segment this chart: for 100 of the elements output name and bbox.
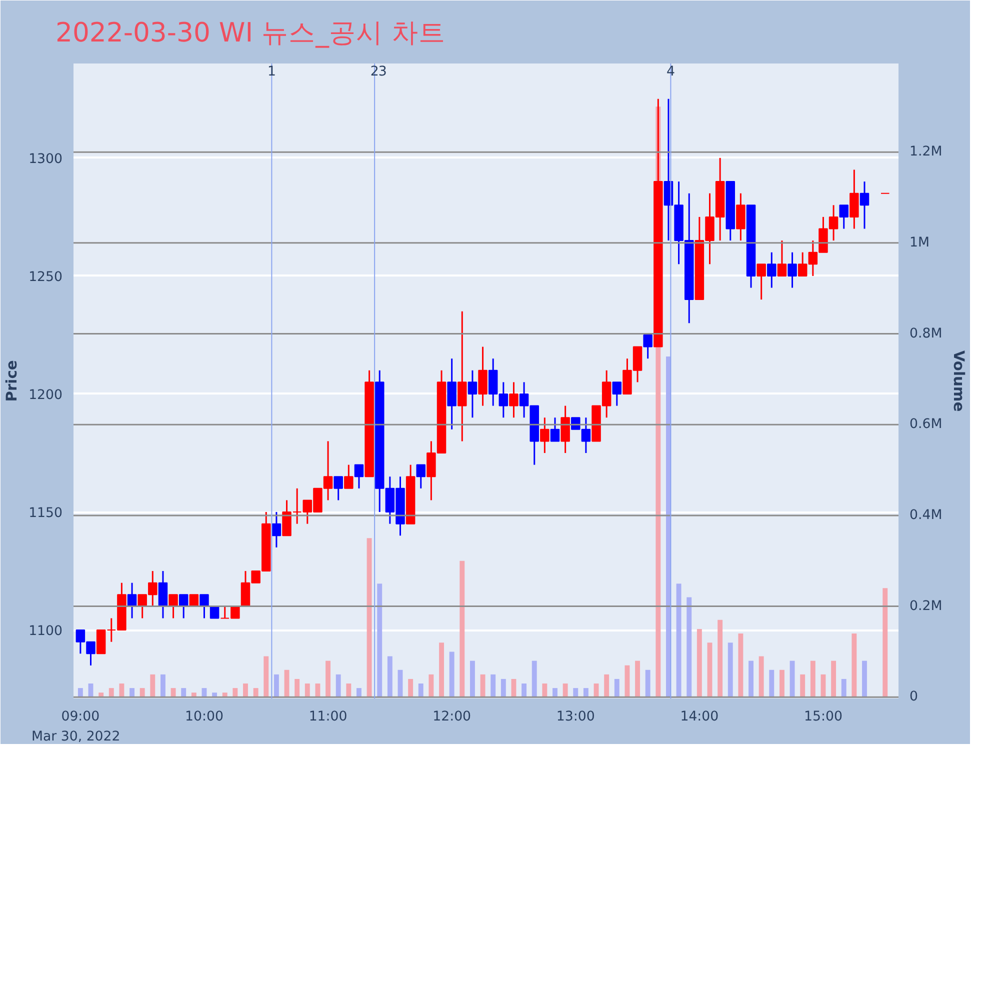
bar [78,688,83,698]
x-tick-label: 15:00 [804,710,842,724]
candlestick [643,334,652,360]
bar [449,652,454,698]
bar [408,678,414,698]
bar [810,660,816,698]
chart-title: 2022-03-30 WI 뉴스_공시 차트 [56,18,446,48]
bar [542,684,548,698]
bar [480,674,486,698]
bar [882,588,888,698]
y-axis-title: Price [4,360,21,402]
candlestick [447,358,456,430]
candlestick [200,594,209,619]
bar [738,634,744,698]
bar [356,688,362,698]
candlestick [756,263,766,300]
bar [304,684,310,698]
y2-tick-label: 1.2M [910,144,942,160]
candlestick [158,570,168,619]
candlestick [540,416,550,454]
bar [676,584,682,698]
bar [758,656,764,698]
y2-tick-label: 0.2M [910,598,942,614]
bar [522,684,527,698]
y2-tick-label: 1M [910,235,930,250]
candlestick [458,310,467,442]
y2-tick-label: 0.4M [910,508,942,523]
x-tick-label: 13:00 [556,710,595,724]
bar [294,678,300,698]
bar [490,674,496,698]
candlestick [860,180,870,230]
bar [686,597,692,698]
y-tick-label: 1250 [28,270,63,285]
candlestick [272,511,282,548]
annotation: 3 [378,64,387,80]
annotation: 4 [666,64,675,80]
bar [852,634,857,698]
y2-tick-label: 0.8M [910,326,942,342]
y-tick-label: 1100 [28,624,63,640]
candlestick [736,192,746,242]
bar [274,674,279,698]
candlestick [468,370,478,418]
bar [346,684,352,698]
y2-axis-title: Volume [950,350,968,412]
bar [841,678,846,698]
bar [831,660,836,698]
bar [243,684,248,698]
bar [552,688,558,698]
candlestick [96,630,106,654]
bar [583,688,588,698]
bar [315,684,320,698]
bar [862,660,867,698]
candlestick [612,381,622,407]
bar [460,560,465,698]
bar [336,674,341,698]
text: Mar 30, 2022 [32,730,120,744]
candlestick [788,252,797,289]
bar [119,684,124,698]
bar [790,660,795,698]
x-tick-label: 14:00 [680,710,719,724]
bar [800,674,806,698]
bar [769,670,774,698]
bar [366,538,372,698]
bar [160,674,166,698]
x-tick-label: 11:00 [308,710,348,724]
candlestick [560,405,570,454]
bar [439,642,444,698]
bar [614,678,620,698]
bar [377,584,382,698]
bar [264,656,269,698]
y2-tick-label: 0 [910,690,918,705]
bar [140,688,145,698]
bar [170,688,176,698]
y2-tick-label: 0.6M [910,417,942,432]
candlestick [839,204,848,230]
candlestick [509,381,518,418]
bar [562,684,568,698]
bar [748,660,754,698]
candlestick [354,464,364,490]
bar [232,688,238,698]
candlestick [168,594,178,619]
bar [253,688,258,698]
bar [500,678,506,698]
candlestick [478,346,488,407]
y-tick-label: 1300 [28,152,63,167]
bar [779,670,784,698]
bar [326,660,331,698]
x-tick-label: 10:00 [185,710,224,724]
bar [707,642,712,698]
y-tick-label: 1200 [28,388,63,403]
candlestick [334,476,343,501]
bar [728,642,733,698]
bar [645,670,650,698]
bar [181,688,186,698]
bar [387,656,392,698]
candlestick [777,240,787,277]
bar [150,674,156,698]
candlestick [550,416,560,442]
bar [418,684,424,698]
bar [130,688,134,698]
